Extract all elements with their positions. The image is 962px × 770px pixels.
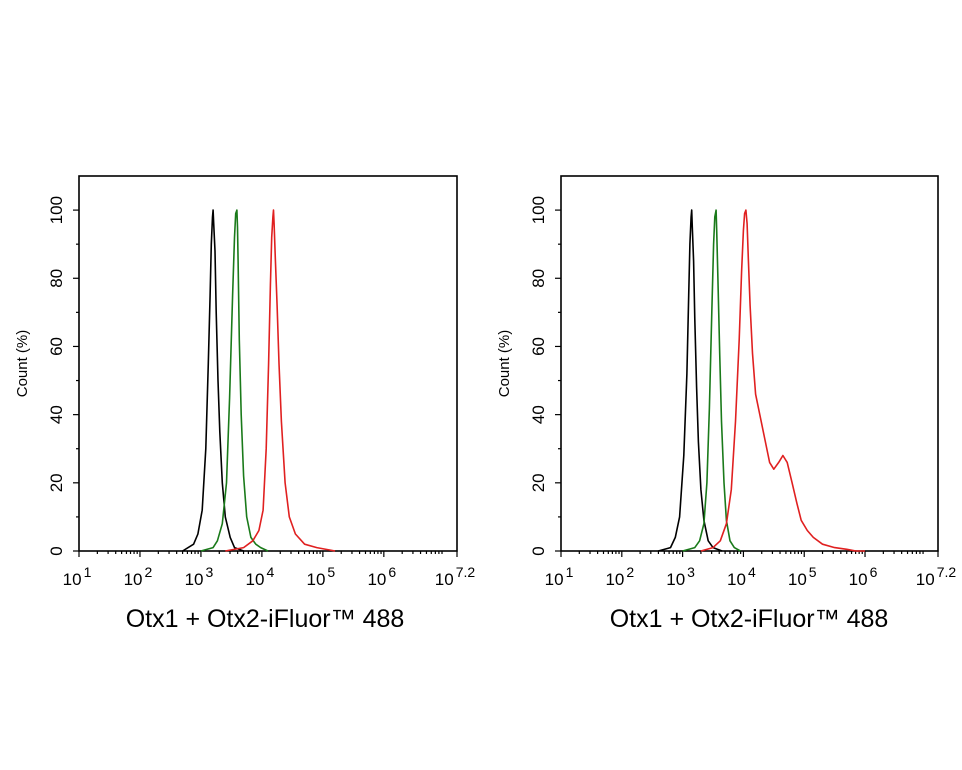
y-tick-label: 100	[529, 196, 548, 224]
x-axis-label: Otx1 + Otx2-iFluor™ 488	[610, 605, 889, 633]
x-tick-label: 10 7.2	[435, 564, 476, 589]
histogram-curve-isotype-green	[200, 209, 269, 552]
y-axis-label: Count (%)	[496, 330, 513, 398]
histogram-curve-sample-red	[225, 209, 336, 552]
histogram-curve-sample-red	[700, 209, 865, 552]
x-tick-label: 10 3	[185, 564, 214, 589]
x-tick-label: 10 1	[63, 564, 92, 589]
histogram-curve-control-black	[182, 209, 244, 552]
y-tick-label: 0	[529, 546, 548, 555]
y-tick-label: 60	[529, 337, 548, 356]
histogram-curve-control-black	[658, 209, 723, 552]
x-tick-label: 10 2	[605, 564, 634, 589]
x-tick-label: 10 1	[545, 564, 574, 589]
x-tick-label: 10 4	[727, 564, 756, 589]
y-axis-label: Count (%)	[14, 330, 31, 398]
x-tick-label: 10 5	[307, 564, 336, 589]
y-tick-label: 80	[47, 269, 66, 288]
x-tick-label: 10 2	[124, 564, 153, 589]
x-tick-label: 10 7.2	[916, 564, 957, 589]
x-tick-label: 10 6	[367, 564, 396, 589]
x-axis-label: Otx1 + Otx2-iFluor™ 488	[126, 605, 405, 633]
x-tick-label: 10 4	[246, 564, 275, 589]
y-tick-label: 40	[47, 405, 66, 424]
histogram-curve-isotype-green	[682, 209, 741, 552]
x-tick-label: 10 6	[849, 564, 878, 589]
histogram-panel-left: 0 20 40 60 80 100 10 1 10 2 10 3 10 4 10 5 10 6 10 7.2 Count…	[14, 175, 476, 633]
x-tick-label: 10 5	[788, 564, 817, 589]
plot-frame	[560, 175, 939, 552]
x-tick-label: 10 3	[666, 564, 695, 589]
y-tick-label: 40	[529, 405, 548, 424]
y-tick-label: 0	[47, 546, 66, 555]
histogram-panel-right: 0 20 40 60 80 100 10 1 10 2 10 3 10 4 10 5 10 6 10 7.2 Count…	[496, 175, 957, 633]
y-tick-label: 100	[47, 196, 66, 224]
y-tick-label: 20	[47, 473, 66, 492]
y-tick-label: 60	[47, 337, 66, 356]
y-tick-label: 80	[529, 269, 548, 288]
y-tick-label: 20	[529, 473, 548, 492]
